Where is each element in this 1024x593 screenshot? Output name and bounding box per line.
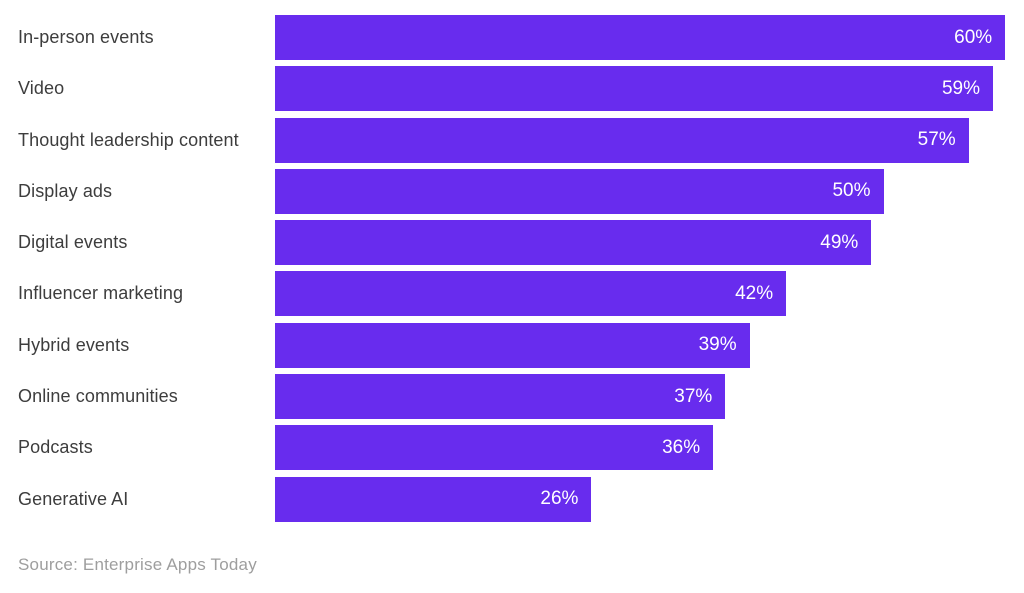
bar-track: 42%	[275, 271, 1005, 317]
bar: 49%	[275, 220, 872, 266]
bar: 26%	[275, 476, 592, 522]
chart-row: Influencer marketing 42%	[0, 271, 1005, 317]
value-label: 37%	[674, 385, 713, 407]
value-label: 42%	[735, 282, 774, 304]
category-label: Hybrid events	[18, 334, 130, 355]
bar-track: 50%	[275, 168, 1005, 214]
category-label: Thought leadership content	[18, 129, 239, 150]
chart-row: Online communities 37%	[0, 374, 1005, 420]
source-caption: Source: Enterprise Apps Today	[18, 555, 257, 574]
category-label: In-person events	[18, 27, 154, 47]
value-label: 50%	[832, 180, 871, 202]
bar: 37%	[275, 374, 726, 420]
bar: 50%	[275, 168, 884, 214]
chart-row: Generative AI 26%	[0, 476, 1005, 522]
bar: 42%	[275, 271, 787, 317]
bar-track: 26%	[275, 476, 1005, 522]
category-label: Video	[18, 78, 65, 99]
bar-track: 49%	[275, 220, 1005, 266]
category-label: Online communities	[18, 386, 178, 407]
chart-row: Hybrid events 39%	[0, 322, 1005, 368]
bar: 60%	[275, 15, 1006, 60]
chart-row: Thought leadership content 57%	[0, 117, 1005, 163]
bar: 59%	[275, 66, 994, 112]
chart-row: In-person events 60%	[0, 15, 1006, 60]
value-label: 60%	[954, 26, 993, 48]
value-label: 57%	[917, 129, 956, 151]
bar-track: 37%	[275, 374, 1005, 420]
bar: 39%	[275, 322, 750, 368]
bar: 57%	[275, 117, 969, 163]
bar: 36%	[275, 425, 714, 471]
bar-track: 36%	[275, 425, 1005, 471]
bar-track: 39%	[275, 322, 1005, 368]
value-label: 26%	[540, 488, 579, 510]
chart-row: Digital events 49%	[0, 220, 1005, 266]
category-label: Generative AI	[18, 488, 129, 509]
category-label: Digital events	[18, 232, 128, 253]
bar-track: 57%	[275, 117, 1005, 163]
bar-track: 59%	[275, 66, 1005, 112]
chart-row: Display ads 50%	[0, 168, 1005, 214]
value-label: 36%	[662, 436, 701, 458]
value-label: 39%	[698, 334, 737, 356]
bar-track: 60%	[275, 15, 1006, 60]
chart-rows: In-person events 60% Video 59% Thought leade…	[0, 15, 1006, 522]
value-label: 49%	[820, 231, 859, 253]
chart-row: Podcasts 36%	[0, 425, 1005, 471]
category-label: Podcasts	[18, 437, 93, 458]
value-label: 59%	[941, 77, 981, 99]
category-label: Influencer marketing	[18, 283, 184, 304]
category-label: Display ads	[18, 180, 113, 201]
chart-row: Video 59%	[0, 66, 1005, 112]
